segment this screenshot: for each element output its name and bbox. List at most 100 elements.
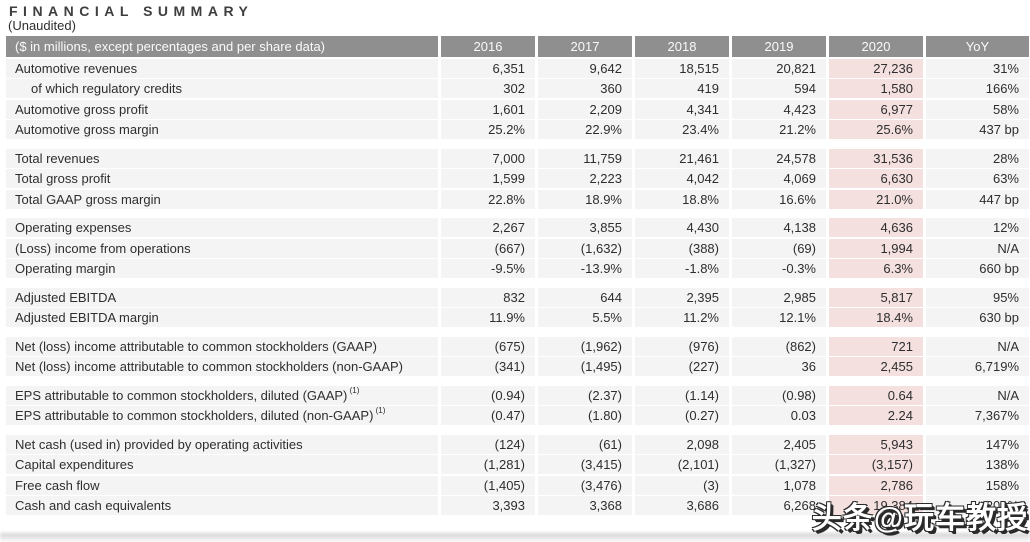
cell-year-2017: (1,962)	[538, 336, 632, 356]
cell-year-2020: 5,817	[829, 287, 923, 307]
cell-year-2017: (1,632)	[538, 238, 632, 258]
cell-year-2019: 1,078	[732, 475, 826, 495]
cell-year-2016: 1,599	[441, 169, 535, 188]
cell-yoy: 209%	[926, 496, 1029, 515]
cell-year-2018: 18,515	[635, 58, 729, 78]
cell-year-2018: (3)	[635, 475, 729, 495]
row-label: Cash and cash equivalents	[6, 496, 438, 515]
cell-year-2017: (61)	[538, 434, 632, 454]
cell-yoy: 166%	[926, 79, 1029, 98]
table-section: Automotive revenues 6,351 9,642 18,515 20,82…	[6, 58, 1029, 139]
table-body: Automotive revenues 6,351 9,642 18,515 20,82…	[6, 58, 1029, 515]
cell-year-2020: 1,580	[829, 79, 923, 98]
cell-year-2018: 18.8%	[635, 189, 729, 209]
cell-year-2016: (341)	[441, 357, 535, 376]
cell-year-2019: 21.2%	[732, 120, 826, 139]
cell-yoy: 158%	[926, 475, 1029, 495]
cell-year-2019: -0.3%	[732, 259, 826, 278]
table-row: Cash and cash equivalents 3,393 3,368 3,686…	[6, 496, 1029, 515]
cell-year-2020: 2.24	[829, 406, 923, 425]
cell-year-2016: 2,267	[441, 218, 535, 237]
cell-year-2018: (388)	[635, 238, 729, 258]
cell-year-2016: (0.94)	[441, 385, 535, 405]
row-label: Automotive revenues	[6, 58, 438, 78]
row-label: EPS attributable to common stockholders,…	[6, 385, 438, 405]
row-label: Automotive gross profit	[6, 99, 438, 119]
table-row: Total GAAP gross margin 22.8% 18.9% 18.8% 16…	[6, 189, 1029, 209]
cell-year-2020: 1,994	[829, 238, 923, 258]
cell-year-2020: 5,943	[829, 434, 923, 454]
cell-year-2019: 36	[732, 357, 826, 376]
cell-year-2017: 18.9%	[538, 189, 632, 209]
table-row: Adjusted EBITDA 832 644 2,395 2,985 5,817 95%	[6, 287, 1029, 307]
cell-year-2020: 19,384	[829, 496, 923, 515]
cell-yoy: 58%	[926, 99, 1029, 119]
cell-year-2016: (667)	[441, 238, 535, 258]
row-label: (Loss) income from operations	[6, 238, 438, 258]
cell-year-2019: (862)	[732, 336, 826, 356]
table-row: Capital expenditures (1,281) (3,415) (2,101…	[6, 455, 1029, 474]
header-year-2019: 2019	[732, 36, 826, 57]
cell-year-2018: 23.4%	[635, 120, 729, 139]
table-section: Adjusted EBITDA 832 644 2,395 2,985 5,817 95% A…	[6, 287, 1029, 327]
cell-year-2019: 16.6%	[732, 189, 826, 209]
row-label: Adjusted EBITDA margin	[6, 308, 438, 327]
cell-yoy: 31%	[926, 58, 1029, 78]
table-row: Net (loss) income attributable to common…	[6, 336, 1029, 356]
cell-yoy: N/A	[926, 238, 1029, 258]
row-label: Capital expenditures	[6, 455, 438, 474]
row-label: EPS attributable to common stockholders,…	[6, 406, 438, 425]
row-label: Total revenues	[6, 148, 438, 168]
row-label: Operating margin	[6, 259, 438, 278]
cell-year-2019: 24,578	[732, 148, 826, 168]
cell-year-2018: 3,686	[635, 496, 729, 515]
table-row: Automotive revenues 6,351 9,642 18,515 20,82…	[6, 58, 1029, 78]
cell-yoy: 447 bp	[926, 189, 1029, 209]
page-title: FINANCIAL SUMMARY	[9, 3, 254, 19]
cell-year-2016: 832	[441, 287, 535, 307]
cell-yoy: 6,719%	[926, 357, 1029, 376]
table-row: Total revenues 7,000 11,759 21,461 24,578 31,…	[6, 148, 1029, 168]
row-label: Free cash flow	[6, 475, 438, 495]
cell-year-2016: (1,405)	[441, 475, 535, 495]
cell-year-2016: 25.2%	[441, 120, 535, 139]
cell-year-2020: 6,630	[829, 169, 923, 188]
table-row: Net (loss) income attributable to common…	[6, 357, 1029, 376]
cell-year-2019: 6,268	[732, 496, 826, 515]
cell-year-2018: -1.8%	[635, 259, 729, 278]
cell-year-2017: 3,855	[538, 218, 632, 237]
table-row: EPS attributable to common stockholders,…	[6, 406, 1029, 425]
cell-year-2019: 20,821	[732, 58, 826, 78]
cell-yoy: 63%	[926, 169, 1029, 188]
cell-year-2020: 0.64	[829, 385, 923, 405]
footnote-marker: (1)	[373, 406, 386, 415]
table-section: EPS attributable to common stockholders,…	[6, 385, 1029, 425]
cell-year-2020: 6.3%	[829, 259, 923, 278]
cell-year-2017: 5.5%	[538, 308, 632, 327]
cell-year-2018: 4,341	[635, 99, 729, 119]
cell-year-2016: 302	[441, 79, 535, 98]
cell-year-2017: 11,759	[538, 148, 632, 168]
cell-year-2018: (0.27)	[635, 406, 729, 425]
header-label-cell: ($ in millions, except percentages and p…	[6, 36, 438, 57]
row-label: Net (loss) income attributable to common…	[6, 357, 438, 376]
cell-year-2019: 12.1%	[732, 308, 826, 327]
table-row: Total gross profit 1,599 2,223 4,042 4,069 6,…	[6, 169, 1029, 188]
cell-year-2020: 4,636	[829, 218, 923, 237]
cell-yoy: N/A	[926, 336, 1029, 356]
table-row: Adjusted EBITDA margin 11.9% 5.5% 11.2% 12.1…	[6, 308, 1029, 327]
cell-yoy: 660 bp	[926, 259, 1029, 278]
table-section: Operating expenses 2,267 3,855 4,430 4,138 4,…	[6, 218, 1029, 278]
cell-year-2017: 360	[538, 79, 632, 98]
cell-year-2018: (227)	[635, 357, 729, 376]
cell-year-2017: (3,476)	[538, 475, 632, 495]
cell-yoy: N/A	[926, 385, 1029, 405]
cell-year-2018: 419	[635, 79, 729, 98]
cell-year-2020: 25.6%	[829, 120, 923, 139]
cell-year-2020: 721	[829, 336, 923, 356]
cell-year-2016: 1,601	[441, 99, 535, 119]
cell-yoy: 437 bp	[926, 120, 1029, 139]
cell-year-2017: 644	[538, 287, 632, 307]
cell-year-2018: 2,395	[635, 287, 729, 307]
